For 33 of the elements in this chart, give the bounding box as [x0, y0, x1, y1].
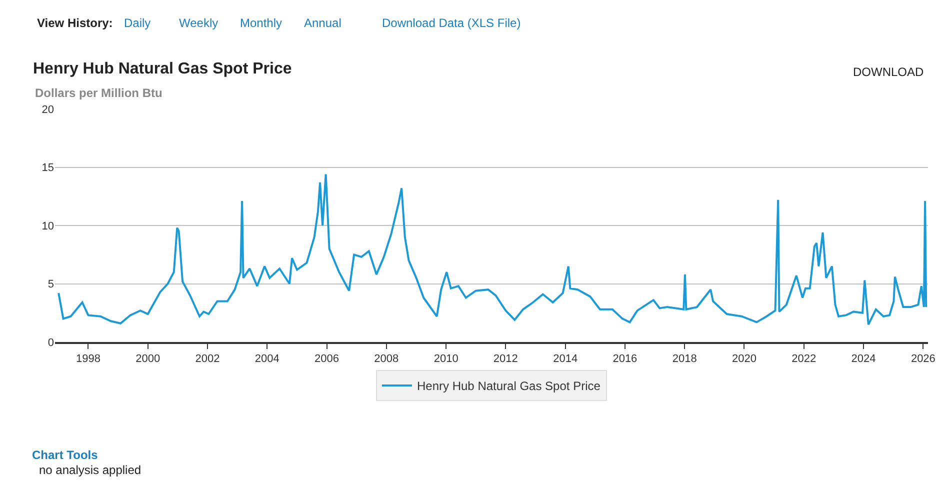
y-tick-label: 5 [48, 278, 54, 291]
y-tick-label: 15 [42, 162, 54, 174]
text: Chart Tools [32, 448, 98, 462]
legend-label: Henry Hub Natural Gas Spot Price [417, 379, 601, 394]
x-tick-label: 2004 [254, 352, 280, 365]
text: DOWNLOAD [853, 65, 924, 79]
x-tick-label: 2010 [434, 352, 458, 365]
text: Monthly [240, 16, 282, 30]
line-series [58, 173, 928, 326]
text: Daily [124, 16, 151, 30]
y-tick-label: 10 [42, 220, 54, 232]
x-tick-label: 2006 [314, 352, 340, 365]
text: no analysis applied [39, 463, 142, 477]
x-tick-label: 2026 [910, 352, 936, 365]
y-tick-label: 0 [48, 336, 54, 349]
text: View History: [37, 16, 113, 30]
text: Weekly [179, 16, 218, 30]
text: Download Data (XLS File) [382, 16, 521, 30]
chart-subtitle: Dollars per Million Btu [35, 86, 162, 100]
x-tick-label: 2000 [136, 352, 160, 365]
x-tick-label: 2016 [612, 352, 638, 365]
x-tick-label: 2002 [195, 352, 220, 365]
x-tick-label: 2020 [732, 352, 756, 365]
text: Annual [304, 16, 342, 30]
x-tick-label: 1998 [76, 352, 100, 365]
x-tick-label: 2018 [672, 352, 697, 365]
x-tick-label: 2024 [851, 352, 876, 365]
chart-title: Henry Hub Natural Gas Spot Price [33, 60, 292, 78]
x-tick-label: 2022 [792, 352, 816, 365]
y-tick-label: 20 [42, 104, 54, 116]
x-tick-label: 2008 [374, 352, 399, 365]
x-tick-label: 2012 [493, 352, 518, 365]
x-tick-label: 2014 [553, 352, 578, 365]
